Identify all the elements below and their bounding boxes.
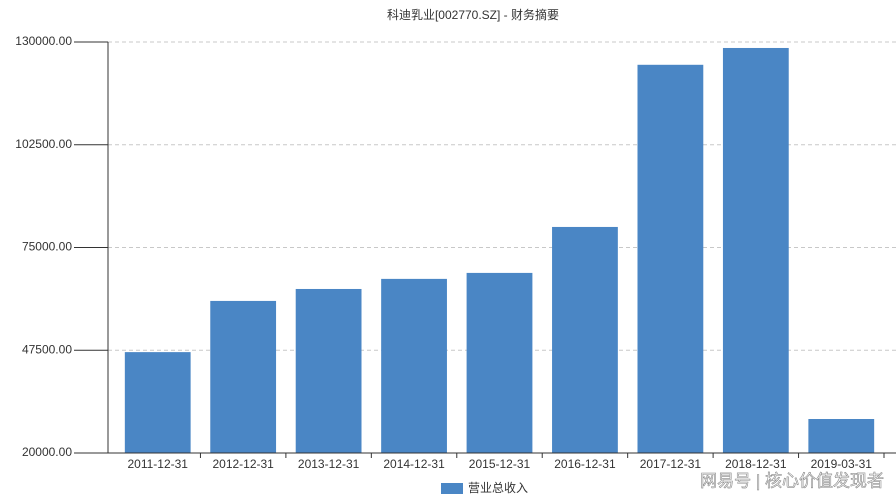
y-tick-label: 47500.00	[22, 342, 72, 356]
bar	[722, 47, 789, 453]
bar	[124, 352, 191, 453]
x-tick-label: 2019-03-31	[811, 457, 873, 471]
y-tick-label: 102500.00	[15, 137, 72, 151]
watermark: 网易号 | 核心价值发现者	[700, 471, 884, 490]
legend-swatch	[441, 483, 463, 494]
bar	[295, 288, 362, 453]
x-tick-label: 2014-12-31	[383, 457, 445, 471]
y-tick-label: 75000.00	[22, 240, 72, 254]
bar	[381, 278, 447, 453]
bar	[552, 226, 618, 453]
x-tick-label: 2018-12-31	[725, 457, 787, 471]
x-tick-label: 2012-12-31	[212, 457, 274, 471]
y-tick-label: 130000.00	[15, 34, 72, 48]
bar	[210, 300, 277, 453]
x-tick-label: 2017-12-31	[640, 457, 702, 471]
bar	[637, 64, 704, 454]
chart-title: 科迪乳业[002770.SZ] - 财务摘要	[387, 7, 559, 22]
y-tick-label: 20000.00	[22, 445, 72, 459]
x-tick-label: 2016-12-31	[554, 457, 616, 471]
legend-label: 营业总收入	[468, 481, 528, 495]
x-tick-label: 2013-12-31	[298, 457, 360, 471]
x-tick-label: 2011-12-31	[127, 457, 188, 471]
bar	[808, 418, 875, 453]
bar	[466, 272, 533, 453]
x-tick-label: 2015-12-31	[469, 457, 531, 471]
